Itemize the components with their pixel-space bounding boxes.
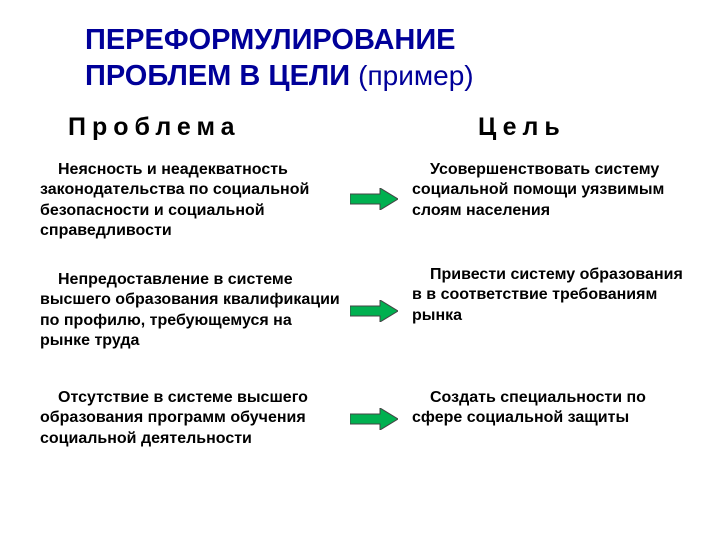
title-suffix: (пример) — [358, 60, 473, 91]
title-line1: ПЕРЕФОРМУЛИРОВАНИЕ — [85, 24, 456, 56]
arrow-icon — [350, 408, 398, 430]
arrow-icon — [350, 300, 398, 322]
arrow-icon — [350, 188, 398, 210]
problem-text: Неясность и неадекватность законодательс… — [40, 160, 340, 242]
column-header-goal: Цель — [478, 113, 566, 142]
goal-text: Привести систему образования в в соответ… — [412, 265, 687, 326]
column-header-problem: Проблема — [68, 113, 241, 142]
goal-text: Создать специальности по сфере социально… — [412, 388, 687, 429]
slide-title: ПЕРЕФОРМУЛИРОВАНИЕ ПРОБЛЕМ В ЦЕЛИ (приме… — [85, 22, 474, 95]
problem-text: Непредоставление в системе высшего образ… — [40, 270, 340, 352]
problem-text: Отсутствие в системе высшего образования… — [40, 388, 340, 449]
title-line2: ПРОБЛЕМ В ЦЕЛИ — [85, 60, 350, 92]
goal-text: Усовершенствовать систему социальной пом… — [412, 160, 687, 221]
